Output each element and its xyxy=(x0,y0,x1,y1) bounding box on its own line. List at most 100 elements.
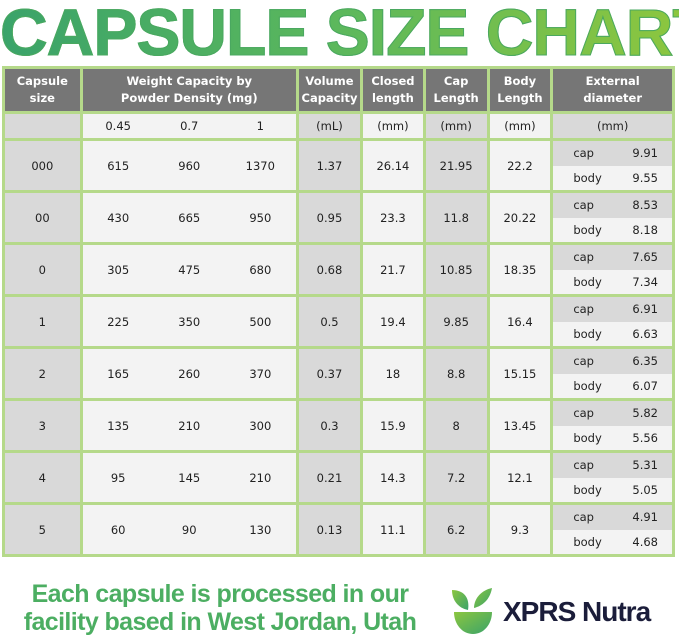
cap-label: cap xyxy=(573,250,594,264)
body-label: body xyxy=(573,430,602,445)
cap-diameter: 5.82 xyxy=(632,406,658,420)
body-length: 12.1 xyxy=(489,453,551,502)
weight-value: 1370 xyxy=(245,158,275,173)
body-diameter: 6.07 xyxy=(632,378,658,393)
external-diameter: cap 4.91 body 4.68 xyxy=(553,505,672,554)
diameter-body: body 6.63 xyxy=(553,321,672,346)
body-length: 22.2 xyxy=(489,141,551,190)
footer-line-2: facility based in West Jordan, Utah xyxy=(23,608,417,636)
volume-capacity: 0.5 xyxy=(298,297,361,346)
table-row: 3 135 210 300 0.3 15.9 8 13.45 cap 5.82 b… xyxy=(5,401,672,450)
external-diameter: cap 5.82 body 5.56 xyxy=(553,401,672,450)
cap-diameter: 5.31 xyxy=(632,458,658,472)
density-value: 0.7 xyxy=(180,119,199,133)
cap-diameter: 8.53 xyxy=(632,198,658,212)
body-diameter: 8.18 xyxy=(632,222,658,237)
closed-length: 21.7 xyxy=(363,245,423,294)
capsule-size: 2 xyxy=(5,349,80,398)
unit-ext: (mm) xyxy=(553,114,672,138)
body-length: 18.35 xyxy=(489,245,551,294)
weight-value: 960 xyxy=(178,158,201,173)
cap-length: 6.2 xyxy=(425,505,487,554)
diameter-cap: cap 7.65 xyxy=(553,245,672,270)
capsule-size: 4 xyxy=(5,453,80,502)
diameter-body: body 4.68 xyxy=(553,529,672,554)
weight-capacities: 305 475 680 xyxy=(82,245,296,294)
capsule-size: 000 xyxy=(5,141,80,190)
cap-label: cap xyxy=(573,458,594,472)
header-weight-capacity: Weight Capacity by Powder Density (mg) xyxy=(82,69,296,111)
cap-length: 8 xyxy=(425,401,487,450)
weight-capacities: 615 960 1370 xyxy=(82,141,296,190)
volume-capacity: 0.68 xyxy=(298,245,361,294)
diameter-cap: cap 8.53 xyxy=(553,193,672,218)
weight-capacities: 430 665 950 xyxy=(82,193,296,242)
closed-length: 15.9 xyxy=(363,401,423,450)
weight-value: 90 xyxy=(181,522,197,537)
body-diameter: 5.56 xyxy=(632,430,658,445)
capsule-size: 0 xyxy=(5,245,80,294)
closed-length: 14.3 xyxy=(363,453,423,502)
body-length: 15.15 xyxy=(489,349,551,398)
diameter-body: body 9.55 xyxy=(553,165,672,190)
weight-value: 135 xyxy=(107,418,130,433)
weight-value: 430 xyxy=(107,210,130,225)
weight-capacities: 95 145 210 xyxy=(82,453,296,502)
weight-capacities: 60 90 130 xyxy=(82,505,296,554)
density-value: 0.45 xyxy=(105,119,131,133)
capsule-size-table: Capsule size Weight Capacity by Powder D… xyxy=(2,66,675,557)
table-row: 0 305 475 680 0.68 21.7 10.85 18.35 cap 7… xyxy=(5,245,672,294)
cap-length: 9.85 xyxy=(425,297,487,346)
weight-value: 680 xyxy=(249,262,272,277)
unit-volume: (mL) xyxy=(298,114,361,138)
weight-value: 370 xyxy=(249,366,272,381)
diameter-cap: cap 4.91 xyxy=(553,505,672,530)
cap-length: 10.85 xyxy=(425,245,487,294)
body-length: 13.45 xyxy=(489,401,551,450)
body-length: 9.3 xyxy=(489,505,551,554)
weight-value: 210 xyxy=(178,418,201,433)
external-diameter: cap 8.53 body 8.18 xyxy=(553,193,672,242)
unit-densities: 0.45 0.7 1 xyxy=(82,114,296,138)
weight-value: 145 xyxy=(178,470,201,485)
footer-line-1: Each capsule is processed in our xyxy=(31,580,409,608)
header-capsule-size: Capsule size xyxy=(5,69,80,111)
diameter-body: body 8.18 xyxy=(553,217,672,242)
units-row: 0.45 0.7 1 (mL) (mm) (mm) (mm) (mm) xyxy=(5,114,672,138)
body-diameter: 9.55 xyxy=(632,170,658,185)
body-label: body xyxy=(573,274,602,289)
closed-length: 19.4 xyxy=(363,297,423,346)
weight-value: 95 xyxy=(110,470,126,485)
header-row: Capsule size Weight Capacity by Powder D… xyxy=(5,69,672,111)
body-diameter: 5.05 xyxy=(632,482,658,497)
diameter-body: body 5.05 xyxy=(553,477,672,502)
table-row: 000 615 960 1370 1.37 26.14 21.95 22.2 c… xyxy=(5,141,672,190)
brand-name: XPRS Nutra xyxy=(503,596,651,627)
page-title: CAPSULE SIZE CHART xyxy=(0,0,679,70)
external-diameter: cap 5.31 body 5.05 xyxy=(553,453,672,502)
external-diameter: cap 6.35 body 6.07 xyxy=(553,349,672,398)
body-label: body xyxy=(573,534,602,549)
external-diameter: cap 9.91 body 9.55 xyxy=(553,141,672,190)
table-row: 1 225 350 500 0.5 19.4 9.85 16.4 cap 6.91… xyxy=(5,297,672,346)
diameter-cap: cap 6.91 xyxy=(553,297,672,322)
cap-diameter: 7.65 xyxy=(632,250,658,264)
cap-label: cap xyxy=(573,354,594,368)
volume-capacity: 1.37 xyxy=(298,141,361,190)
closed-length: 11.1 xyxy=(363,505,423,554)
body-diameter: 4.68 xyxy=(632,534,658,549)
external-diameter: cap 6.91 body 6.63 xyxy=(553,297,672,346)
closed-length: 23.3 xyxy=(363,193,423,242)
capsule-size: 5 xyxy=(5,505,80,554)
body-diameter: 6.63 xyxy=(632,326,658,341)
weight-value: 165 xyxy=(107,366,130,381)
table-row: 00 430 665 950 0.95 23.3 11.8 20.22 cap 8… xyxy=(5,193,672,242)
header-closed-length: Closed length xyxy=(363,69,423,111)
weight-value: 615 xyxy=(107,158,130,173)
header-cap-length: Cap Length xyxy=(425,69,487,111)
volume-capacity: 0.3 xyxy=(298,401,361,450)
cap-label: cap xyxy=(573,406,594,420)
cap-label: cap xyxy=(573,510,594,524)
weight-value: 300 xyxy=(249,418,272,433)
volume-capacity: 0.21 xyxy=(298,453,361,502)
